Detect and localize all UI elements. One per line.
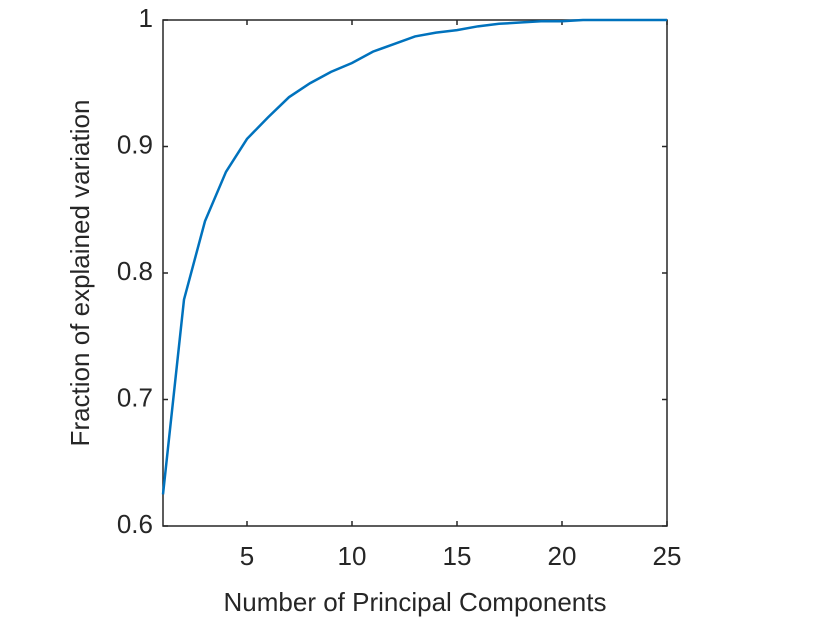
- x-axis-label: Number of Principal Components: [224, 587, 607, 617]
- y-tick-label: 0.8: [117, 256, 153, 286]
- x-tick-label: 15: [443, 541, 472, 571]
- x-tick-label: 10: [338, 541, 367, 571]
- x-tick-label: 5: [240, 541, 254, 571]
- x-tick-label: 25: [653, 541, 682, 571]
- y-tick-label: 1: [139, 3, 153, 33]
- y-tick-label: 0.6: [117, 509, 153, 539]
- y-axis-label: Fraction of explained variation: [65, 100, 95, 447]
- x-tick-label: 20: [548, 541, 577, 571]
- axes-box: [162, 19, 668, 527]
- line: [161, 18, 667, 495]
- y-tick-label: 0.9: [117, 129, 153, 159]
- y-tick-label: 0.7: [117, 382, 153, 412]
